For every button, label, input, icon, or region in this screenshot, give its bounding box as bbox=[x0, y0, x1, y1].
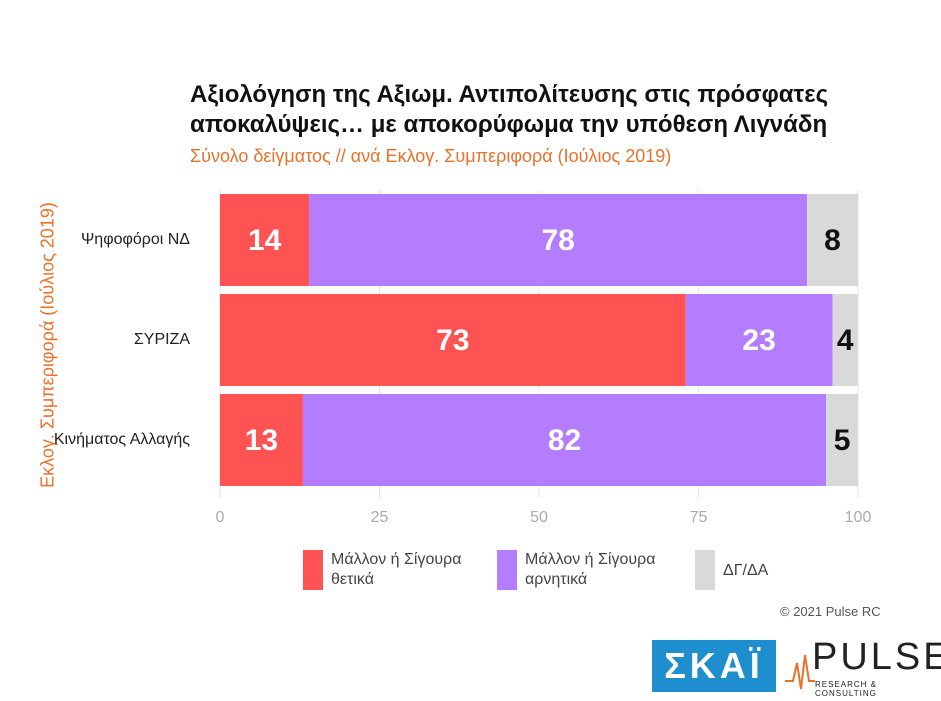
copyright: © 2021 Pulse RC bbox=[780, 604, 881, 619]
bar-segment bbox=[220, 394, 303, 486]
bar-segment bbox=[220, 294, 686, 386]
x-tick-label: 75 bbox=[690, 509, 708, 526]
bar-segment bbox=[685, 294, 833, 386]
chart-title: Αξιολόγηση της Αξιωμ. Αντιπολίτευσης στι… bbox=[190, 81, 829, 138]
data-label: 82 bbox=[548, 424, 581, 457]
x-tick-label: 0 bbox=[216, 509, 225, 526]
legend-swatch bbox=[497, 550, 517, 590]
bar-segment bbox=[302, 394, 827, 486]
data-label: 14 bbox=[248, 224, 282, 257]
bar-segment bbox=[832, 294, 858, 386]
category-label: Ψηφοφόροι ΝΔ bbox=[80, 231, 190, 248]
data-label: 8 bbox=[824, 224, 841, 257]
bar-segment bbox=[309, 194, 807, 286]
data-label: 23 bbox=[742, 324, 775, 357]
category-label: Κινήματος Αλλαγής bbox=[53, 431, 190, 448]
legend-swatch bbox=[695, 550, 715, 590]
bar-segment bbox=[220, 194, 310, 286]
x-tick-label: 100 bbox=[845, 509, 872, 526]
data-label: 73 bbox=[436, 324, 469, 357]
pulse-logo: PULSE bbox=[812, 636, 941, 678]
pulse-logo-sub: RESEARCH & CONSULTING bbox=[815, 680, 878, 698]
bar-segment bbox=[826, 394, 858, 486]
data-label: 5 bbox=[834, 424, 851, 457]
bar-segment bbox=[806, 194, 858, 286]
skai-logo: ΣΚΑΪ bbox=[652, 640, 776, 692]
data-label: 4 bbox=[837, 324, 854, 357]
pulse-wave bbox=[785, 654, 815, 690]
x-tick-label: 25 bbox=[371, 509, 389, 526]
x-tick-label: 50 bbox=[530, 509, 548, 526]
chart-subtitle: Σύνολο δείγματος // ανά Εκλογ. Συμπεριφο… bbox=[190, 146, 672, 166]
data-label: 13 bbox=[245, 424, 278, 457]
legend-swatch bbox=[303, 550, 323, 590]
legend-label: ΔΓ/ΔΑ bbox=[723, 562, 769, 579]
category-label: ΣΥΡΙΖΑ bbox=[133, 331, 190, 348]
legend-label: Μάλλον ή Σίγουρα αρνητικά bbox=[525, 551, 656, 588]
data-label: 78 bbox=[541, 224, 574, 257]
legend-label: Μάλλον ή Σίγουρα θετικά bbox=[331, 551, 462, 588]
